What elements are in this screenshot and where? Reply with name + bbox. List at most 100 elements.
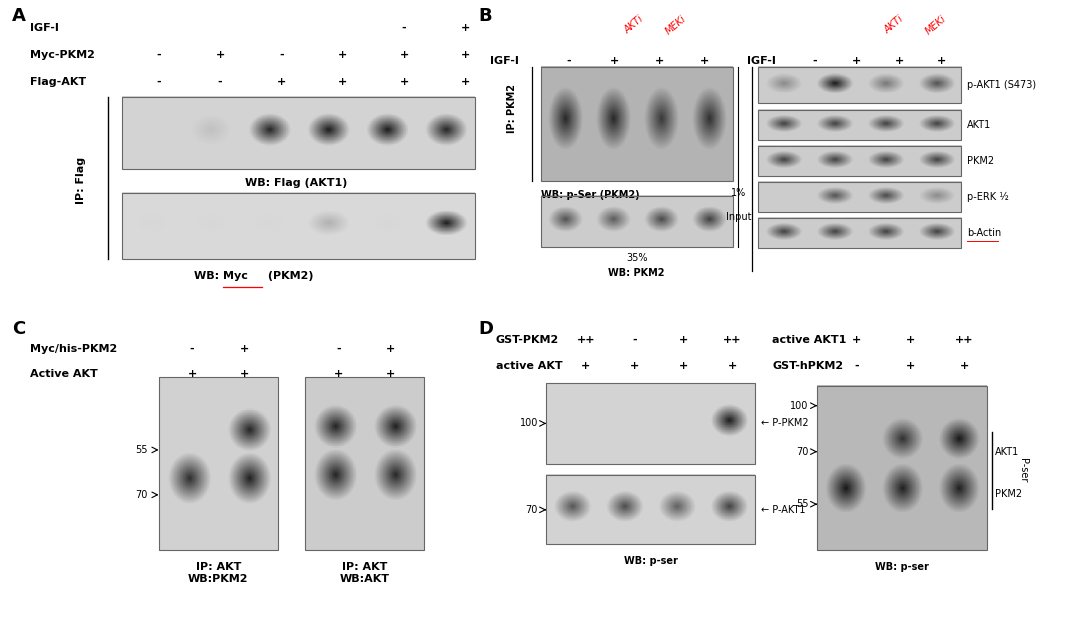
Bar bbox=[306, 377, 424, 550]
Text: +: + bbox=[960, 361, 969, 371]
Text: ++: ++ bbox=[723, 335, 742, 345]
Text: ++: ++ bbox=[955, 335, 973, 345]
Text: WB: p-ser: WB: p-ser bbox=[624, 556, 677, 566]
Text: Myc/his-PKM2: Myc/his-PKM2 bbox=[31, 344, 118, 354]
Text: +: + bbox=[240, 369, 249, 379]
Text: +: + bbox=[895, 56, 904, 66]
Text: p-AKT1 (S473): p-AKT1 (S473) bbox=[967, 80, 1036, 90]
Text: +: + bbox=[852, 56, 862, 66]
Text: -: - bbox=[190, 344, 194, 354]
Text: -: - bbox=[279, 49, 283, 59]
Bar bbox=[159, 377, 278, 550]
Text: 70: 70 bbox=[525, 505, 538, 515]
Text: GST-PKM2: GST-PKM2 bbox=[495, 335, 559, 345]
Text: MEKi: MEKi bbox=[663, 14, 688, 37]
Text: WB: p-ser: WB: p-ser bbox=[875, 562, 929, 572]
Text: WB: PKM2: WB: PKM2 bbox=[608, 268, 665, 278]
Bar bbox=[122, 96, 475, 169]
Text: D: D bbox=[478, 320, 493, 338]
Text: (PKM2): (PKM2) bbox=[264, 271, 313, 281]
Text: +: + bbox=[852, 335, 862, 345]
Text: -: - bbox=[633, 335, 637, 345]
Text: +: + bbox=[581, 361, 590, 371]
Text: +: + bbox=[609, 56, 619, 66]
Text: IP: PKM2: IP: PKM2 bbox=[508, 84, 518, 133]
Text: +: + bbox=[215, 49, 225, 59]
Text: GST-hPKM2: GST-hPKM2 bbox=[772, 361, 843, 371]
Text: +: + bbox=[461, 23, 470, 33]
Text: +: + bbox=[187, 369, 197, 379]
Text: IP: AKT
WB:AKT: IP: AKT WB:AKT bbox=[340, 562, 390, 584]
Text: IGF-I: IGF-I bbox=[747, 56, 775, 66]
Text: +: + bbox=[937, 56, 946, 66]
Text: 35%: 35% bbox=[626, 253, 648, 263]
Text: +: + bbox=[728, 361, 737, 371]
Text: -: - bbox=[567, 56, 571, 66]
Text: Flag-AKT: Flag-AKT bbox=[31, 76, 86, 86]
Text: IP: Flag: IP: Flag bbox=[76, 157, 86, 204]
Text: +: + bbox=[240, 344, 249, 354]
Text: +: + bbox=[387, 344, 395, 354]
Text: +: + bbox=[339, 76, 347, 86]
Text: 55: 55 bbox=[135, 445, 147, 455]
Text: Myc-PKM2: Myc-PKM2 bbox=[31, 49, 96, 59]
Text: WB: p-Ser (PKM2): WB: p-Ser (PKM2) bbox=[541, 190, 639, 200]
Text: AKTi: AKTi bbox=[622, 14, 645, 36]
Text: PKM2: PKM2 bbox=[967, 156, 994, 167]
Text: ← P-AKT1: ← P-AKT1 bbox=[760, 505, 805, 515]
Bar bbox=[758, 182, 962, 212]
Bar bbox=[546, 475, 755, 545]
Text: -: - bbox=[217, 76, 223, 86]
Text: 100: 100 bbox=[520, 418, 538, 428]
Text: -: - bbox=[157, 49, 161, 59]
Bar bbox=[758, 146, 962, 177]
Text: +: + bbox=[906, 361, 915, 371]
Text: +: + bbox=[277, 76, 286, 86]
Text: 100: 100 bbox=[790, 401, 808, 411]
Text: +: + bbox=[461, 76, 470, 86]
Text: Myc: Myc bbox=[223, 271, 248, 281]
Text: Input: Input bbox=[725, 212, 751, 222]
Text: WB:: WB: bbox=[194, 271, 223, 281]
Text: B: B bbox=[478, 6, 492, 24]
Text: AKT1: AKT1 bbox=[995, 446, 1019, 456]
Bar bbox=[546, 383, 755, 464]
Text: -: - bbox=[854, 361, 859, 371]
Text: MEKi: MEKi bbox=[923, 14, 948, 37]
Text: C: C bbox=[12, 320, 26, 338]
Bar bbox=[541, 196, 733, 247]
Text: -: - bbox=[337, 344, 341, 354]
Text: IGF-I: IGF-I bbox=[31, 23, 60, 33]
Text: +: + bbox=[630, 361, 639, 371]
Text: +: + bbox=[655, 56, 663, 66]
Bar bbox=[758, 110, 962, 140]
Text: +: + bbox=[387, 369, 395, 379]
Text: IGF-I: IGF-I bbox=[490, 56, 519, 66]
Text: ++: ++ bbox=[576, 335, 595, 345]
Text: 70: 70 bbox=[797, 446, 808, 456]
Text: IP: AKT
WB:PKM2: IP: AKT WB:PKM2 bbox=[187, 562, 248, 584]
Bar bbox=[758, 66, 962, 103]
Text: +: + bbox=[906, 335, 915, 345]
Text: -: - bbox=[813, 56, 817, 66]
Text: WB: Flag (AKT1): WB: Flag (AKT1) bbox=[245, 178, 347, 188]
Bar bbox=[541, 66, 733, 181]
Text: +: + bbox=[461, 49, 470, 59]
Text: 70: 70 bbox=[135, 490, 147, 500]
Text: -: - bbox=[157, 76, 161, 86]
Text: +: + bbox=[339, 49, 347, 59]
Text: +: + bbox=[399, 76, 409, 86]
Text: active AKT1: active AKT1 bbox=[772, 335, 847, 345]
Text: AKT1: AKT1 bbox=[967, 120, 992, 130]
Text: +: + bbox=[334, 369, 343, 379]
Text: 55: 55 bbox=[797, 499, 808, 509]
Text: +: + bbox=[679, 335, 688, 345]
Text: Active AKT: Active AKT bbox=[31, 369, 98, 379]
Text: PKM2: PKM2 bbox=[995, 490, 1022, 500]
Text: +: + bbox=[679, 361, 688, 371]
Text: +: + bbox=[399, 49, 409, 59]
Text: b-Actin: b-Actin bbox=[967, 228, 1001, 239]
Text: P-ser: P-ser bbox=[1018, 458, 1029, 483]
Text: AKTi: AKTi bbox=[882, 14, 905, 36]
Text: +: + bbox=[700, 56, 709, 66]
